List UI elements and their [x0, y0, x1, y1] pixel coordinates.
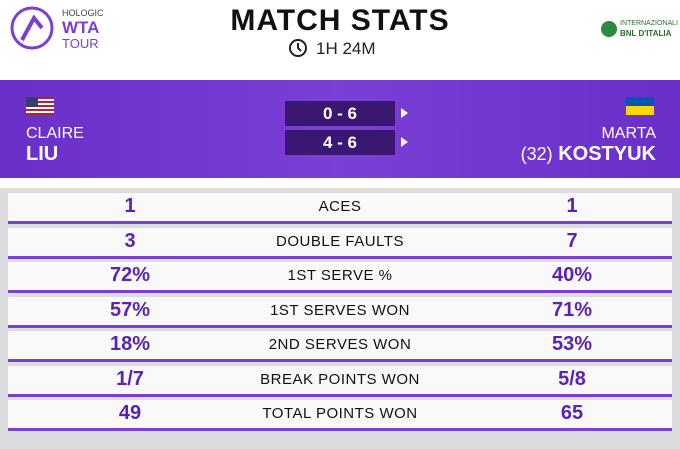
player1-value: 3	[124, 229, 136, 252]
stat-label: ACES	[318, 198, 362, 215]
player2-value: 40%	[551, 264, 593, 286]
player2-value: 71%	[551, 298, 593, 321]
player2-value: 7	[566, 229, 578, 252]
duration: 1H 24M	[316, 39, 376, 58]
stat-row: 18% 2ND SERVES WON 53%	[8, 331, 672, 362]
player-last-name: (32) KOSTYUK	[521, 143, 656, 166]
wta-logo	[10, 6, 54, 50]
player1-value: 1/7	[116, 367, 144, 390]
player2-value: 65	[560, 402, 584, 424]
stat-label: BREAK POINTS WON	[260, 370, 420, 388]
stat-row: 1 ACES 1	[8, 193, 672, 224]
brand: HOLOGIC	[62, 8, 104, 18]
stat-label: 1ST SERVES WON	[270, 301, 410, 319]
player1-value: 18%	[109, 333, 151, 355]
player1-value: 49	[118, 402, 142, 424]
title: MATCH STATS	[230, 4, 450, 37]
player1-value: 72%	[109, 264, 151, 286]
set-score: 4 - 6	[285, 130, 395, 155]
stat-row: 57% 1ST SERVES WON 71%	[8, 296, 672, 328]
stat-row: 49 TOTAL POINTS WON 65	[8, 400, 672, 431]
player-first-name: MARTA	[601, 125, 656, 142]
player2-value: 53%	[551, 333, 593, 355]
clock-icon	[289, 39, 307, 57]
stat-label: DOUBLE FAULTS	[276, 232, 404, 250]
brand: WTA	[62, 18, 100, 37]
stat-label: 2ND SERVES WON	[268, 336, 412, 353]
stat-label: TOTAL POINTS WON	[262, 405, 418, 422]
stat-row: 72% 1ST SERVE % 40%	[8, 262, 672, 293]
player2-value: 1	[566, 195, 578, 217]
stat-row: 3 DOUBLE FAULTS 7	[8, 227, 672, 259]
brand: TOUR	[62, 36, 99, 51]
stat-row: 1/7 BREAK POINTS WON 5/8	[8, 365, 672, 397]
player-surname: KOSTYUK	[558, 143, 656, 165]
player-last-name: LIU	[26, 143, 59, 165]
sponsor: INTERNAZIONALI	[620, 20, 678, 27]
player1-value: 1	[124, 195, 136, 217]
flag-ukraine	[626, 97, 654, 115]
player-seed: (32)	[520, 144, 553, 164]
arrow	[401, 137, 408, 147]
set-score: 0 - 6	[285, 101, 395, 126]
player-first-name: CLAIRE	[26, 125, 84, 142]
sponsor: BNL D'ITALIA	[620, 29, 672, 38]
player1-value: 57%	[109, 298, 151, 321]
player2-value: 5/8	[558, 367, 586, 390]
score-band	[0, 80, 680, 178]
arrow	[401, 108, 408, 118]
flag-usa	[26, 97, 54, 115]
stats-table: 1 ACES 1 3 DOUBLE FAULTS 7 72% 1ST SERVE % 40% 57…	[0, 188, 680, 449]
stat-label: 1ST SERVE %	[287, 267, 393, 284]
sponsor-logo	[601, 21, 617, 37]
